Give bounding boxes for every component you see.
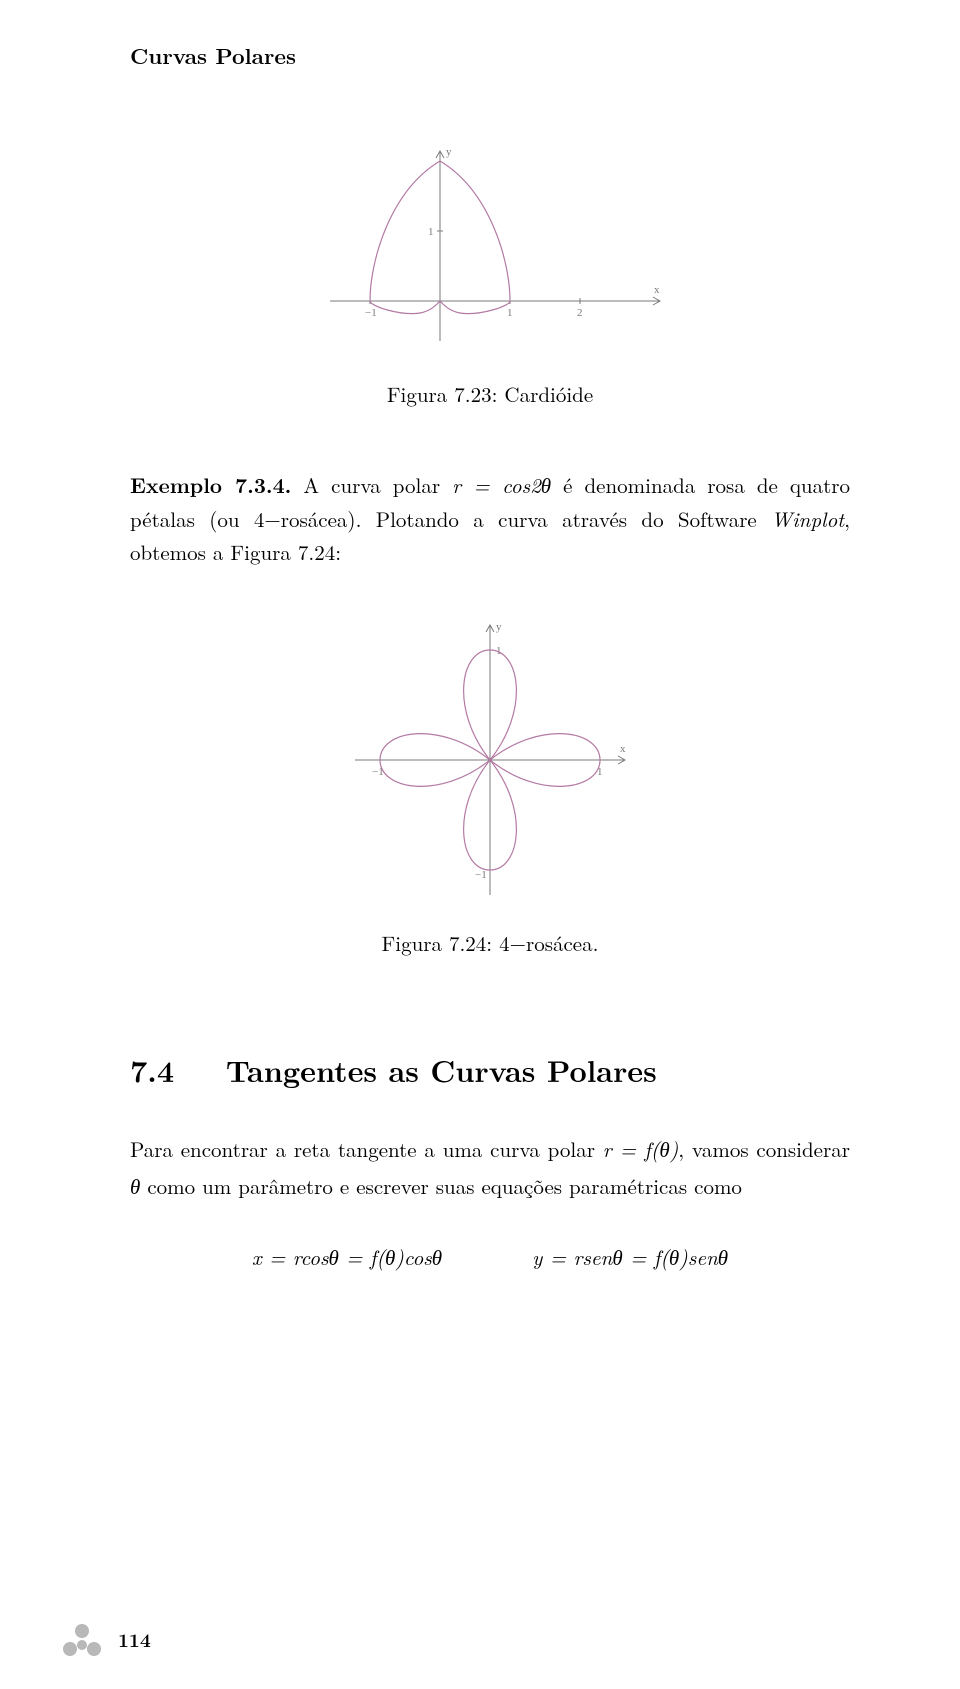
xtick-1: 1 — [507, 307, 513, 319]
cardioid-plot: −1 1 2 1 x y — [310, 141, 670, 361]
xlabel: x — [654, 284, 660, 296]
section-heading: Curvas Polares — [130, 40, 850, 71]
ytick-1: 1 — [428, 226, 434, 238]
figure-rose: −1 1 −1 1 x y Figura 7.24: 4−rosácea. — [130, 610, 850, 958]
example-label: Exemplo 7.3.4. — [130, 470, 291, 500]
example-math-a: r = cos2θ — [452, 470, 551, 500]
rose-ylabel: y — [496, 621, 502, 633]
para-m2: θ — [130, 1171, 140, 1201]
equation-left: x = rcosθ = f(θ)cosθ — [252, 1242, 442, 1272]
section-number: 7.4 — [130, 1048, 174, 1091]
para-t3: como um parâmetro e escrever suas equaçõ… — [140, 1171, 742, 1201]
rose-plot: −1 1 −1 1 x y — [340, 610, 640, 910]
example-text-a: A curva polar — [291, 470, 452, 500]
figure-caption-2: Figura 7.24: 4−rosácea. — [130, 928, 850, 958]
rose-ytick-neg1: −1 — [475, 869, 487, 881]
rose-xlabel: x — [620, 743, 626, 755]
equation-line: x = rcosθ = f(θ)cosθ y = rsenθ = f(θ)senθ — [130, 1242, 850, 1272]
para-t1: Para encontrar a reta tangente a uma cur… — [130, 1134, 603, 1164]
rose-xtick-1: 1 — [597, 766, 603, 778]
footer-icon — [60, 1619, 104, 1659]
figure-caption-1: Figura 7.23: Cardióide — [130, 379, 850, 409]
example-paragraph: Exemplo 7.3.4. A curva polar r = cos2θ é… — [130, 469, 850, 570]
para-m1: r = f(θ) — [603, 1134, 679, 1164]
equation-right: y = rsenθ = f(θ)senθ — [532, 1242, 728, 1272]
xtick-neg1: −1 — [365, 307, 377, 319]
software-name: Winplot — [771, 504, 844, 534]
para-t2: , vamos considerar — [678, 1134, 850, 1164]
section-paragraph: Para encontrar a reta tangente a uma cur… — [130, 1131, 850, 1205]
section-title: 7.4 Tangentes as Curvas Polares — [130, 1048, 850, 1091]
ylabel: y — [446, 146, 452, 158]
page-number: 114 — [118, 1625, 151, 1653]
page-footer: 114 — [60, 1619, 151, 1659]
section-name: Tangentes as Curvas Polares — [226, 1048, 657, 1091]
xtick-2: 2 — [577, 307, 583, 319]
figure-cardioid: −1 1 2 1 x y Figura 7.23: Cardióide — [130, 141, 850, 409]
